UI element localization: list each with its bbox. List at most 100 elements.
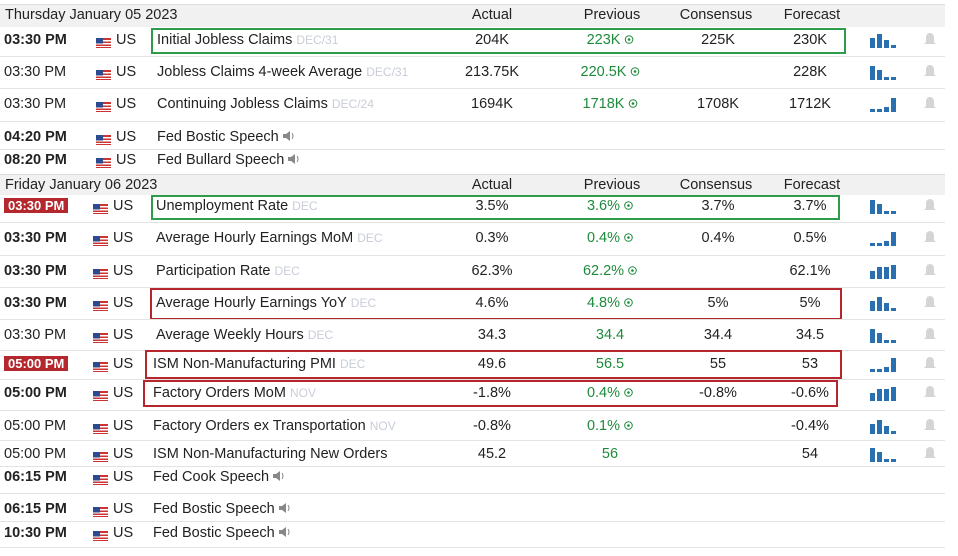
actual-value: 45.2 <box>478 445 506 463</box>
period: DEC <box>274 264 300 278</box>
forecast-value: -0.6% <box>791 384 829 402</box>
column-header: Actual <box>471 7 513 23</box>
previous-value: 62.2% <box>583 262 637 280</box>
highlight-box <box>151 28 846 54</box>
row-separator <box>0 56 945 57</box>
period: NOV <box>369 419 396 433</box>
time: 03:30 PM <box>4 262 67 280</box>
previous-value: 34.4 <box>596 326 624 344</box>
previous-text: 56.5 <box>595 356 625 372</box>
consensus-text: 1708K <box>697 96 739 112</box>
time-text: 03:30 PM <box>4 32 67 48</box>
time-text: 05:00 PM <box>4 385 67 401</box>
bell-icon <box>924 263 936 282</box>
previous-text: 220.5K <box>580 64 627 80</box>
time: 06:15 PM <box>4 500 67 518</box>
country: US <box>116 64 137 80</box>
time-text: 03:30 PM <box>4 64 67 80</box>
previous-text: 0.4% <box>586 230 621 246</box>
event-name: Unemployment Rate <box>156 198 289 214</box>
flag <box>93 266 108 279</box>
flag <box>93 421 108 434</box>
country: US <box>113 418 134 434</box>
mini-chart <box>870 96 900 117</box>
country: US <box>116 32 137 48</box>
actual-value: 213.75K <box>465 63 519 81</box>
previous-text: 56 <box>601 446 619 462</box>
period: DEC <box>350 296 377 310</box>
country: US <box>116 96 137 112</box>
bell-icon <box>924 295 936 314</box>
event: Average Hourly Earnings MoM DEC <box>156 229 383 247</box>
time-text: 03:30 PM <box>4 230 67 246</box>
forecast-value: 0.5% <box>793 229 826 247</box>
country: US <box>113 263 134 279</box>
flag <box>96 99 111 112</box>
previous-text: 223K <box>586 32 621 48</box>
event-name: Fed Bostic Speech <box>153 525 275 541</box>
previous-value: 223K <box>587 31 634 49</box>
time: 05:00 PM <box>4 355 69 373</box>
time-text: 03:30 PM <box>4 327 67 343</box>
country: US <box>113 446 134 462</box>
time: 04:20 PM <box>4 128 67 146</box>
row-separator <box>0 222 945 223</box>
bell-icon <box>924 32 936 51</box>
forecast-text: 5% <box>799 295 821 311</box>
country: US <box>116 129 137 145</box>
time-text: 06:15 PM <box>4 469 67 485</box>
event-name: Average Weekly Hours <box>156 327 304 343</box>
event-name: ISM Non-Manufacturing New Orders <box>153 446 388 462</box>
actual-value: 49.6 <box>478 355 506 373</box>
consensus-text: 3.7% <box>701 198 735 214</box>
previous-value: 4.8% <box>587 294 633 312</box>
time-text: 03:30 PM <box>4 263 67 279</box>
actual-text: 204K <box>475 32 509 48</box>
day-header: Thursday January 05 2023 <box>5 7 178 23</box>
revised-icon <box>624 230 633 246</box>
country: US <box>116 152 137 168</box>
forecast-value: -0.4% <box>791 417 829 435</box>
actual-text: 0.3% <box>475 230 509 246</box>
country: US <box>113 525 134 541</box>
forecast-text: -0.6% <box>791 385 829 401</box>
revised-icon <box>628 263 637 279</box>
revised-icon <box>624 418 633 434</box>
row-separator <box>0 319 945 320</box>
bell-icon <box>924 327 936 346</box>
event-name: Average Hourly Earnings MoM <box>156 230 354 246</box>
time: 03:30 PM <box>4 294 67 312</box>
time-text: 05:00 PM <box>4 418 67 434</box>
event: Average Weekly Hours DEC <box>156 326 333 344</box>
consensus-text: 0.4% <box>701 230 735 246</box>
event-name: Continuing Jobless Claims <box>157 96 328 112</box>
event: Fed Cook Speech <box>153 468 285 486</box>
mini-chart <box>870 385 900 406</box>
event-name: Jobless Claims 4-week Average <box>157 64 363 80</box>
event: ISM Non-Manufacturing PMI DEC <box>153 355 365 373</box>
time: 08:20 PM <box>4 151 67 169</box>
actual-text: 4.6% <box>475 295 509 311</box>
actual-value: -1.8% <box>473 384 511 402</box>
event-name: Average Hourly Earnings YoY <box>156 295 347 311</box>
forecast-text: 228K <box>793 64 827 80</box>
consensus-value: 5% <box>708 294 729 312</box>
consensus-value: 3.7% <box>701 197 734 215</box>
column-header: Consensus <box>679 177 753 193</box>
row-separator <box>0 120 945 122</box>
revised-icon <box>624 295 633 311</box>
time: 05:00 PM <box>4 445 66 463</box>
event: ISM Non-Manufacturing New Orders <box>153 445 388 463</box>
revised-icon <box>624 385 633 401</box>
previous-value: 56.5 <box>596 355 624 373</box>
flag <box>93 359 108 372</box>
mini-chart <box>870 230 900 251</box>
actual-text: 213.75K <box>464 64 520 80</box>
period: DEC/24 <box>331 97 374 111</box>
consensus-value: 1708K <box>697 95 739 113</box>
revised-icon <box>628 96 638 112</box>
time-text: 05:00 PM <box>4 356 69 371</box>
previous-value: 0.1% <box>587 417 633 435</box>
country: US <box>113 230 134 246</box>
forecast-value: 34.5 <box>796 326 824 344</box>
